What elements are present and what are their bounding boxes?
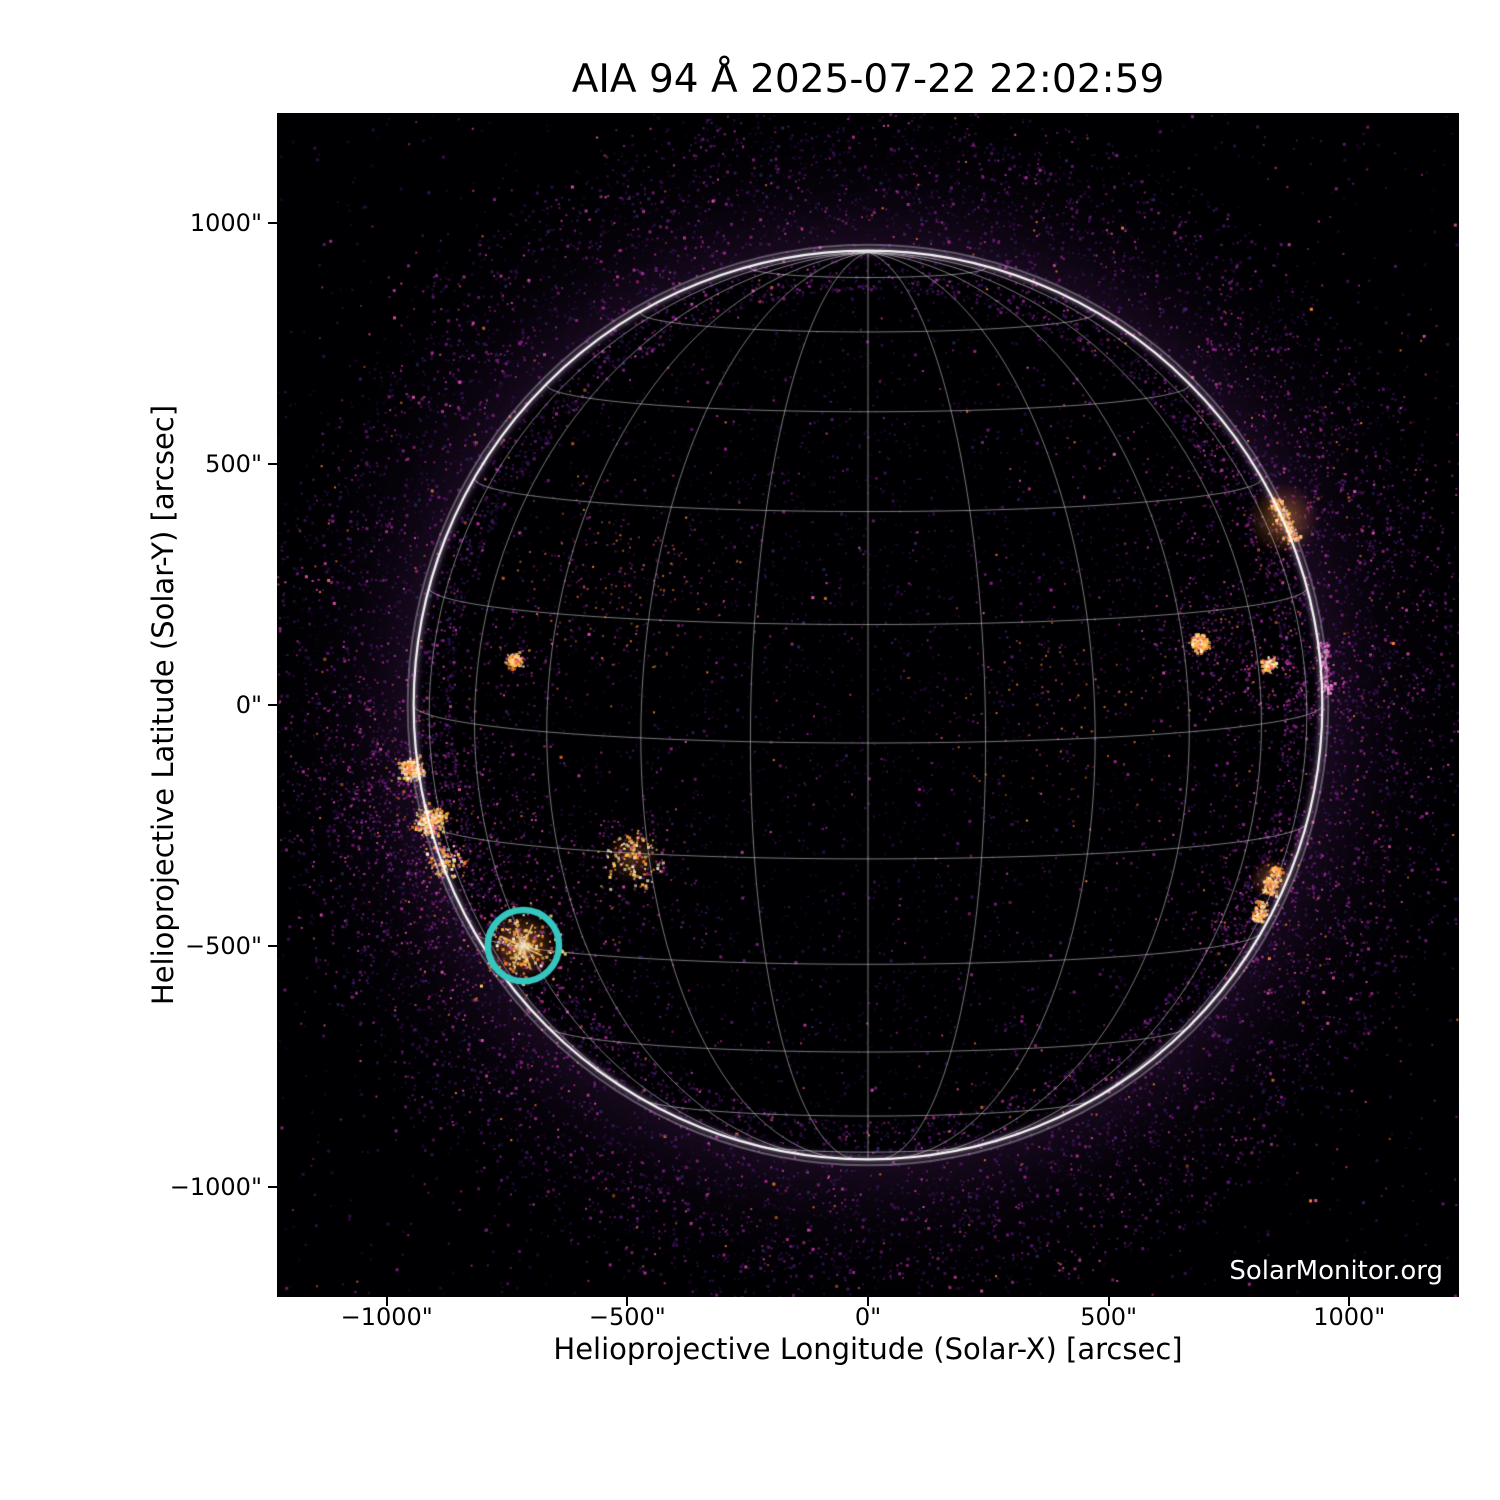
solar-image-plot-area: SolarMonitor.org bbox=[277, 113, 1459, 1297]
x-tick-label: 0" bbox=[854, 1303, 882, 1331]
x-tick-mark bbox=[626, 1297, 629, 1306]
y-tick-mark bbox=[268, 1186, 277, 1189]
x-tick-mark bbox=[867, 1297, 869, 1306]
y-tick-mark bbox=[268, 221, 277, 224]
x-tick-label: −500" bbox=[588, 1303, 666, 1331]
y-tick-mark bbox=[268, 704, 277, 706]
solarmonitor-watermark: SolarMonitor.org bbox=[1229, 1256, 1443, 1286]
x-tick-label: 500" bbox=[1080, 1303, 1138, 1331]
x-tick-mark bbox=[1348, 1297, 1351, 1306]
x-axis-label: Helioprojective Longitude (Solar-X) [arc… bbox=[553, 1332, 1183, 1366]
x-tick-label: 1000" bbox=[1313, 1303, 1386, 1331]
y-tick-label: −1000" bbox=[169, 1173, 262, 1202]
x-tick-mark bbox=[385, 1297, 388, 1306]
y-tick-label: 0" bbox=[235, 691, 262, 719]
y-tick-mark bbox=[268, 945, 277, 948]
aia-94-solar-disk-canvas bbox=[277, 113, 1459, 1297]
y-tick-label: 1000" bbox=[189, 208, 262, 237]
plot-title: AIA 94 Å 2025-07-22 22:02:59 bbox=[571, 57, 1165, 102]
y-tick-mark bbox=[268, 462, 277, 465]
x-tick-label: −1000" bbox=[340, 1303, 433, 1331]
y-tick-label: 500" bbox=[205, 449, 262, 478]
y-tick-label: −500" bbox=[185, 932, 262, 961]
x-tick-mark bbox=[1107, 1297, 1110, 1306]
